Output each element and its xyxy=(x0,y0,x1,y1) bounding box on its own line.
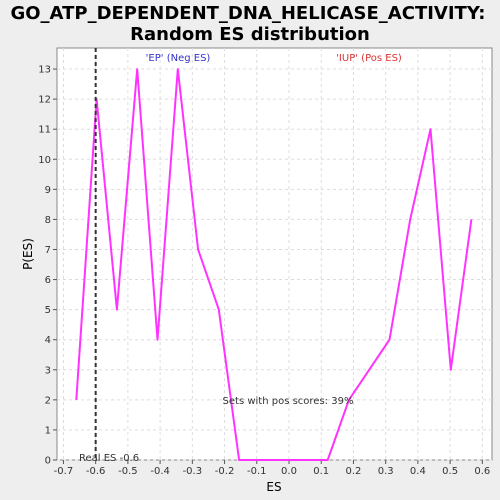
y-tick-label: 0 xyxy=(45,456,51,467)
y-tick-label: 9 xyxy=(45,185,51,196)
x-tick-label: 0.4 xyxy=(410,466,426,477)
x-tick-label: 0.0 xyxy=(281,466,297,477)
x-tick-label: 0.3 xyxy=(378,466,394,477)
series-line xyxy=(75,68,473,461)
y-tick-label: 13 xyxy=(38,65,51,76)
plot-area xyxy=(56,47,493,461)
y-axis-label: P(ES) xyxy=(21,238,35,270)
y-tick-label: 4 xyxy=(45,335,51,346)
axis-layer: -0.7 -0.6 -0.5 -0.4 -0.3 -0.2 -0.1 0.0 0.1 0.2 0.3… xyxy=(38,65,490,477)
y-tick-label: 5 xyxy=(45,305,51,316)
x-tick-label: -0.6 xyxy=(86,466,106,477)
y-tick-label: 6 xyxy=(45,275,51,286)
x-tick-label: -0.3 xyxy=(183,466,203,477)
x-axis-label: ES xyxy=(266,480,281,494)
y-tick-label: 7 xyxy=(45,245,51,256)
x-tick-label: -0.7 xyxy=(54,466,74,477)
chart-title-line1: GO_ATP_DEPENDENT_DNA_HELICASE_ACTIVITY: xyxy=(10,3,485,24)
chart-title-line2: Random ES distribution xyxy=(130,24,370,45)
y-tick-label: 10 xyxy=(38,155,51,166)
series-layer xyxy=(75,68,473,461)
y-tick-label: 1 xyxy=(45,425,51,436)
y-tick-label: 2 xyxy=(45,395,51,406)
x-tick-label: -0.2 xyxy=(215,466,235,477)
pos-es-label: 'IUP' (Pos ES) xyxy=(336,53,402,64)
pos-scores-annotation: Sets with pos scores: 39% xyxy=(223,396,354,407)
y-tick-label: 8 xyxy=(45,215,51,226)
y-tick-label: 11 xyxy=(38,125,51,136)
neg-es-label: 'EP' (Neg ES) xyxy=(146,53,211,64)
x-tick-label: 0.1 xyxy=(313,466,329,477)
x-tick-label: 0.2 xyxy=(345,466,361,477)
grid-layer xyxy=(57,48,492,461)
x-tick-label: 0.6 xyxy=(474,466,490,477)
x-tick-label: -0.5 xyxy=(118,466,138,477)
y-tick-label: 12 xyxy=(38,95,51,106)
y-tick-label: 3 xyxy=(45,365,51,376)
real-es-annotation: Real ES -0.6 xyxy=(79,453,139,464)
x-tick-label: -0.4 xyxy=(150,466,170,477)
x-tick-label: -0.1 xyxy=(247,466,267,477)
x-tick-label: 0.5 xyxy=(442,466,458,477)
